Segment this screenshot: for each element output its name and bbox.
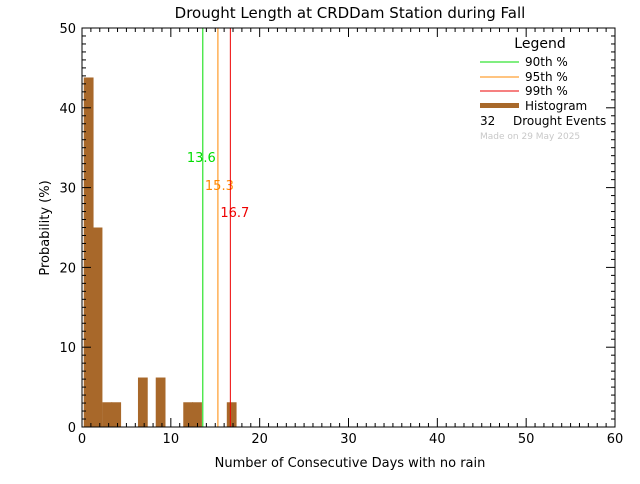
histogram-bar — [92, 227, 103, 427]
x-tick-label: 30 — [340, 432, 357, 447]
x-tick-label: 10 — [163, 432, 180, 447]
x-tick-label: 20 — [251, 432, 268, 447]
y-tick-label: 0 — [68, 421, 76, 436]
legend-title: Legend — [514, 36, 565, 52]
made-on-note: Made on 29 May 2025 — [480, 132, 580, 142]
y-axis-label: Probability (%) — [38, 180, 53, 275]
histogram-bar — [111, 402, 122, 427]
histogram-bar — [137, 377, 148, 427]
legend-label-99th: 99th % — [525, 84, 568, 98]
legend-swatch-histogram — [480, 103, 519, 108]
legend: Legend 90th % 95th % 99th % Histogram 32… — [480, 36, 606, 142]
x-tick-label: 50 — [518, 432, 535, 447]
histogram-bar — [155, 377, 166, 427]
y-tick-label: 40 — [59, 102, 76, 117]
y-tick-label: 10 — [59, 341, 76, 356]
histogram-bar — [192, 402, 202, 427]
chart-title: Drought Length at CRDDam Station during … — [175, 4, 526, 22]
histogram-bar — [226, 402, 237, 427]
x-axis-label: Number of Consecutive Days with no rain — [215, 456, 486, 471]
legend-label-histogram: Histogram — [525, 99, 587, 113]
percentile-label: 15.3 — [205, 179, 234, 194]
y-tick-label: 30 — [59, 182, 76, 197]
legend-events-count: 32 — [480, 114, 495, 128]
histogram-bar — [102, 402, 113, 427]
legend-events-label: Drought Events — [513, 114, 606, 128]
x-tick-label: 60 — [607, 432, 624, 447]
y-tick-label: 50 — [59, 22, 76, 37]
x-tick-label: 40 — [429, 432, 446, 447]
percentile-label: 16.7 — [220, 206, 249, 221]
histogram-bar — [183, 402, 194, 427]
legend-label-95th: 95th % — [525, 70, 568, 84]
percentile-label: 13.6 — [187, 151, 216, 166]
x-tick-label: 0 — [78, 432, 86, 447]
legend-label-90th: 90th % — [525, 55, 568, 69]
y-tick-label: 20 — [59, 261, 76, 276]
histogram-bar — [83, 77, 94, 427]
